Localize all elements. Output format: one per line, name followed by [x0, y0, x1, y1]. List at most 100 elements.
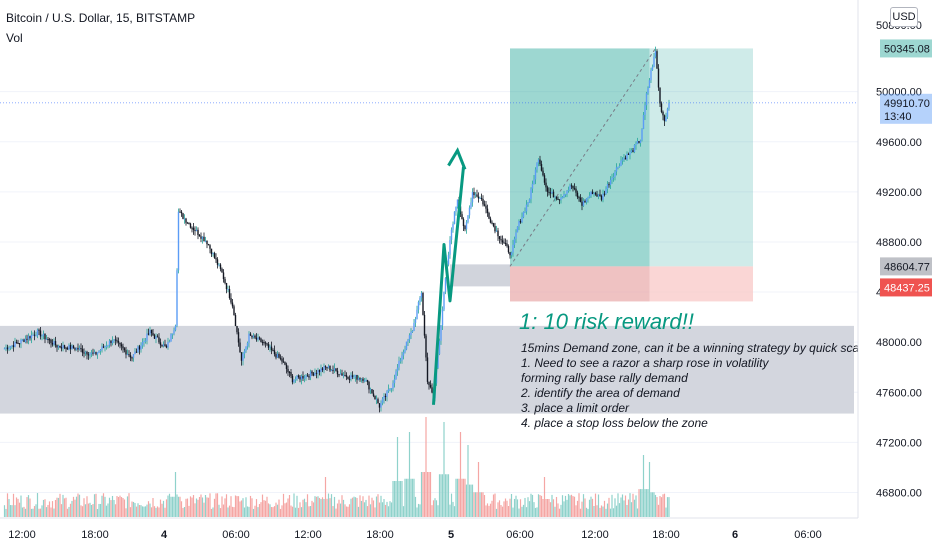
candle-body [308, 376, 310, 378]
candle-body [17, 342, 19, 344]
candle-body [131, 357, 133, 359]
candle-body [218, 264, 220, 266]
candle [594, 191, 597, 196]
candle [497, 227, 499, 241]
candle-body [407, 339, 409, 342]
candle [167, 337, 169, 350]
candle-body [9, 346, 12, 348]
candle [615, 163, 618, 176]
candle [275, 352, 277, 360]
volume-bar [482, 492, 484, 517]
volume-bar [600, 505, 603, 517]
volume-bar [197, 499, 199, 517]
currency-button[interactable]: USD [890, 7, 918, 27]
candle-body [140, 345, 142, 350]
candle-body [245, 346, 247, 351]
volume-bar [278, 499, 280, 517]
candle-body [431, 387, 433, 393]
volume-bar [180, 501, 183, 517]
candle [449, 236, 451, 259]
candle-body [605, 188, 607, 195]
candle-body [168, 341, 171, 343]
candle [519, 219, 522, 224]
candle-body [626, 153, 628, 160]
candle-body [543, 175, 546, 183]
candle [144, 337, 147, 344]
candle-body [467, 215, 469, 223]
volume-bar [381, 502, 384, 517]
candle [588, 192, 591, 199]
candle-body [440, 325, 442, 341]
volume-bar [171, 496, 174, 517]
candle [237, 328, 240, 347]
candle [263, 339, 265, 346]
candle [582, 198, 585, 207]
candle [111, 336, 114, 346]
y-tick-label: 46800.00 [876, 487, 922, 499]
candle-body [509, 252, 511, 256]
candle [279, 354, 282, 361]
candle-body [357, 378, 360, 380]
candle [285, 362, 288, 374]
candle [536, 162, 538, 173]
candle [468, 205, 471, 219]
candle [165, 344, 168, 349]
candle [224, 276, 226, 285]
candle [282, 357, 285, 363]
candle-body [363, 380, 366, 382]
volume-bar [78, 494, 81, 517]
volume-bar [527, 497, 529, 517]
volume-bar [287, 498, 289, 517]
candle [359, 377, 361, 382]
volume-bar [215, 493, 217, 517]
volume-bar [47, 504, 49, 517]
candle [662, 110, 664, 121]
candle-body [98, 350, 100, 353]
candle [39, 326, 42, 340]
candle-body [594, 192, 597, 195]
candle-body [255, 337, 258, 340]
candle [180, 209, 183, 217]
candle-body [401, 355, 403, 361]
candle [372, 389, 375, 398]
volume-bar [227, 507, 229, 517]
candle [86, 350, 88, 360]
volume-bar [87, 503, 90, 517]
candle-body [74, 348, 76, 350]
candle [630, 148, 633, 154]
candle-body [591, 191, 594, 195]
candle-body [134, 351, 136, 355]
candle [614, 169, 616, 181]
candle [450, 227, 453, 245]
candle-body [561, 197, 564, 199]
volume-bar [176, 494, 178, 517]
candle [323, 363, 325, 374]
candle [80, 343, 82, 353]
trend-dashed-line [509, 48, 656, 267]
volume-bar [168, 493, 171, 517]
volume-bar [68, 506, 70, 517]
volume-bar [185, 498, 187, 517]
candle-body [651, 66, 654, 70]
candle [570, 183, 573, 190]
candle [260, 337, 262, 343]
candle [273, 345, 276, 357]
volume-bar [276, 504, 279, 517]
candle [384, 393, 387, 401]
candle [498, 236, 501, 244]
candle-body [527, 202, 529, 205]
candle-body [191, 227, 193, 229]
candle-body [587, 197, 589, 199]
candle-body [584, 201, 586, 203]
candle [533, 174, 535, 185]
candle-body [299, 377, 301, 380]
candle [366, 379, 369, 386]
candle [413, 318, 415, 332]
candle [453, 211, 456, 225]
candle [206, 240, 208, 249]
candle-body [581, 201, 583, 206]
volume-bar [209, 493, 211, 517]
candle [531, 180, 534, 193]
candle-body [657, 68, 660, 88]
